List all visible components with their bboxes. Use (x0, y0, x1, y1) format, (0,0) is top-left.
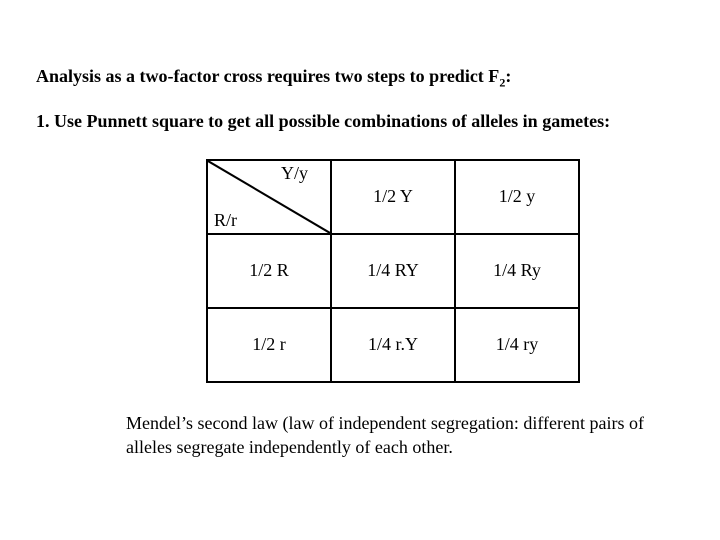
col-header-1: 1/2 y (455, 160, 579, 234)
col-header-0: 1/2 Y (331, 160, 455, 234)
footnote-text: Mendel’s second law (law of independent … (126, 411, 666, 460)
cell-0-1: 1/4 Ry (455, 234, 579, 308)
cell-0-0: 1/4 RY (331, 234, 455, 308)
cell-1-0: 1/4 r.Y (331, 308, 455, 382)
punnett-square: Y/y R/r 1/2 Y 1/2 y 1/2 R 1/4 RY 1/4 Ry … (206, 159, 684, 383)
title-pre: Analysis as a two-factor cross requires … (36, 66, 499, 86)
row-header-1: 1/2 r (207, 308, 331, 382)
corner-label-top: Y/y (281, 163, 308, 184)
title-post: : (505, 66, 511, 86)
cell-1-1: 1/4 ry (455, 308, 579, 382)
corner-cell: Y/y R/r (207, 160, 331, 234)
corner-label-bottom: R/r (214, 210, 237, 231)
punnett-table: Y/y R/r 1/2 Y 1/2 y 1/2 R 1/4 RY 1/4 Ry … (206, 159, 580, 383)
step-1-text: 1. Use Punnett square to get all possibl… (36, 109, 684, 134)
title-line: Analysis as a two-factor cross requires … (36, 64, 684, 91)
row-header-0: 1/2 R (207, 234, 331, 308)
